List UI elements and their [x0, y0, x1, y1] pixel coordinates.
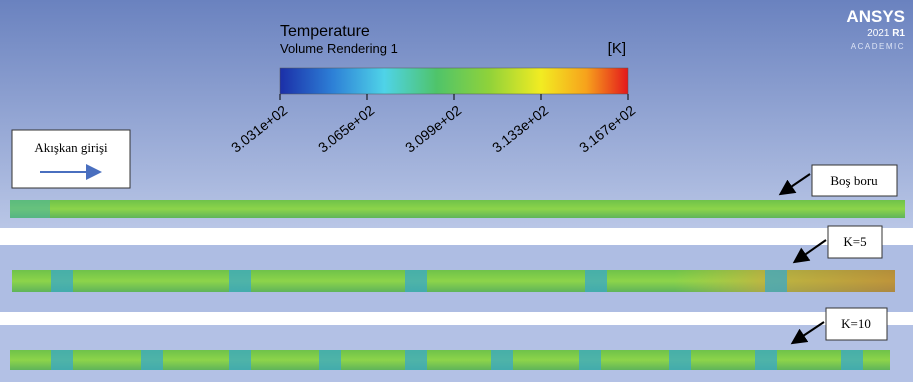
logo-year: 2021: [867, 28, 890, 39]
cooling-band: [491, 350, 513, 370]
logo-version: 2021 R1: [867, 28, 905, 39]
cooling-band: [229, 350, 251, 370]
cooling-band: [229, 270, 251, 292]
pipe-k10: [10, 350, 890, 370]
cooling-band: [765, 270, 787, 292]
annotation-inlet: Akışkan girişi: [34, 140, 108, 155]
pipe-empty: [10, 200, 905, 218]
annotation-empty-pipe: Boş boru: [830, 173, 878, 188]
legend-title: Temperature: [280, 23, 370, 40]
legend-subtitle: Volume Rendering 1: [280, 41, 398, 56]
annotation-k5: K=5: [843, 234, 866, 249]
colorbar: [280, 68, 628, 94]
logo-edition: ACADEMIC: [851, 42, 905, 51]
cooling-band: [51, 350, 73, 370]
cooling-band: [51, 270, 73, 292]
cooling-band: [755, 350, 777, 370]
annotation-k10: K=10: [841, 316, 871, 331]
annotation-box: [12, 130, 130, 188]
logo-brand: ANSYS: [846, 7, 905, 26]
cooling-band: [579, 350, 601, 370]
cooling-band: [319, 350, 341, 370]
pipe-k5: [12, 270, 895, 292]
cooling-band: [405, 350, 427, 370]
cooling-band: [405, 270, 427, 292]
scene: Temperature Volume Rendering 1 [K] 3.031…: [0, 0, 913, 382]
cooling-band: [669, 350, 691, 370]
legend-unit: [K]: [608, 40, 626, 57]
cooling-band: [141, 350, 163, 370]
logo-release: R1: [892, 28, 905, 39]
cooling-band: [585, 270, 607, 292]
cooling-band: [841, 350, 863, 370]
